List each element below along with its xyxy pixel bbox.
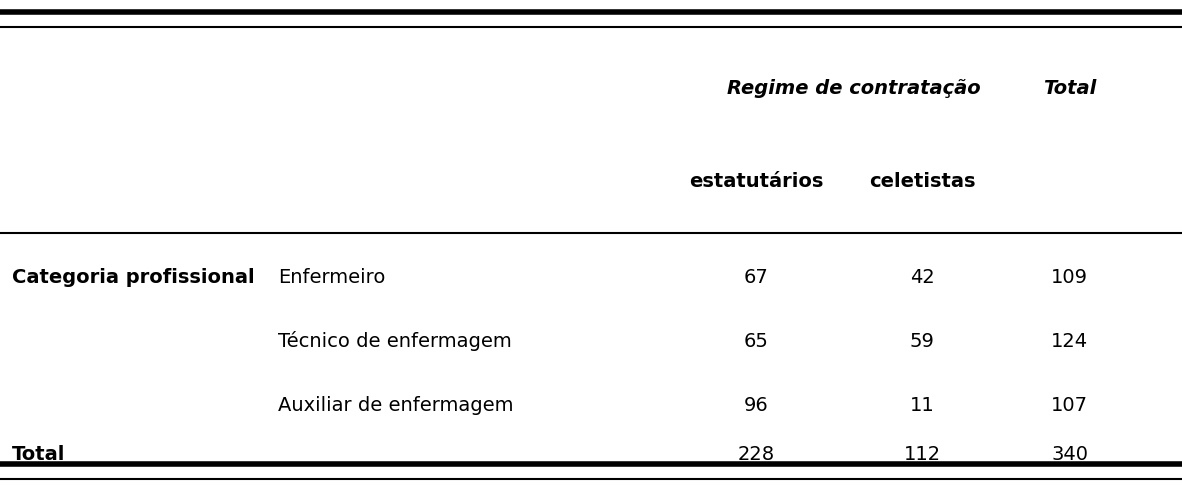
Text: 107: 107 [1051,396,1089,414]
Text: 96: 96 [745,396,768,414]
Text: Total: Total [12,445,65,464]
Text: estatutários: estatutários [689,172,824,191]
Text: 340: 340 [1051,445,1089,464]
Text: 59: 59 [909,332,935,351]
Text: 42: 42 [910,268,934,287]
Text: Técnico de enfermagem: Técnico de enfermagem [278,331,512,351]
Text: Enfermeiro: Enfermeiro [278,268,385,287]
Text: 65: 65 [743,332,769,351]
Text: 124: 124 [1051,332,1089,351]
Text: Categoria profissional: Categoria profissional [12,268,254,287]
Text: Total: Total [1043,79,1097,98]
Text: 112: 112 [903,445,941,464]
Text: Auxiliar de enfermagem: Auxiliar de enfermagem [278,396,513,414]
Text: Regime de contratação: Regime de contratação [727,79,981,98]
Text: celetistas: celetistas [869,172,975,191]
Text: 67: 67 [745,268,768,287]
Text: 109: 109 [1051,268,1089,287]
Text: 228: 228 [738,445,775,464]
Text: 11: 11 [910,396,934,414]
